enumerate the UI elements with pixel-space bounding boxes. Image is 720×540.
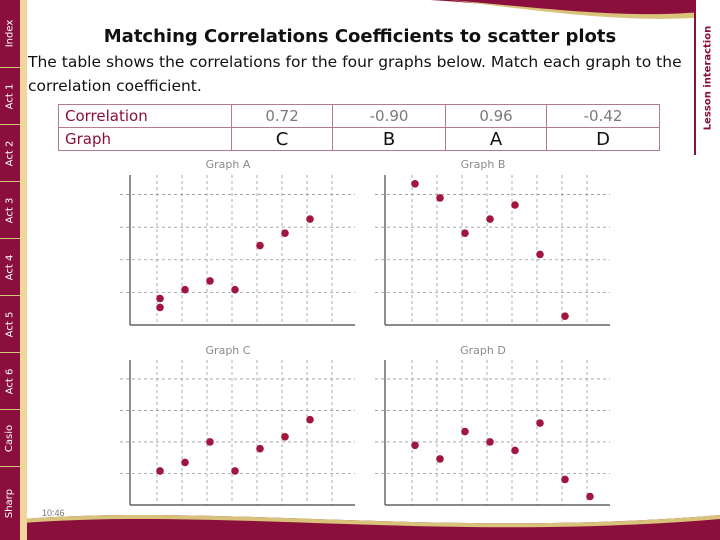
graph-c-point	[156, 467, 164, 475]
graph-b-point	[486, 215, 494, 223]
correlation-value-2: -0.90	[332, 104, 446, 128]
graph-d-plot: Graph D	[375, 344, 610, 506]
nav-tab-index[interactable]: Index	[0, 0, 20, 68]
correlation-value-1: 0.72	[230, 104, 334, 128]
graph-a-point	[306, 215, 314, 223]
graph-a-point	[206, 277, 214, 285]
nav-tab-act-6[interactable]: Act 6	[0, 353, 20, 410]
graph-a-title: Graph A	[206, 158, 251, 171]
nav-tab-act-5[interactable]: Act 5	[0, 296, 20, 353]
correlation-value-4: -0.42	[546, 104, 660, 128]
graph-c-title: Graph C	[206, 344, 251, 357]
graph-d-point	[536, 419, 544, 427]
graph-a-point	[281, 229, 289, 237]
graph-c-point	[181, 458, 189, 467]
graph-answer-1: C	[230, 127, 334, 151]
correlation-value-3: 0.96	[444, 104, 548, 128]
left-navigation: Index Act 1 Act 2 Act 3 Act 4 Act 5 Act …	[0, 0, 20, 540]
top-decoration	[430, 0, 720, 19]
graph-answer-4: D	[546, 127, 660, 151]
correlation-row: Correlation 0.72 -0.90 0.96 -0.42	[58, 104, 660, 128]
graph-row: Graph C B A D	[58, 127, 660, 151]
left-accent-strip	[20, 0, 27, 540]
graph-b-point	[511, 201, 519, 209]
graph-c-point	[231, 467, 239, 475]
graph-a-point	[256, 241, 264, 250]
graph-d-point	[561, 475, 569, 484]
nav-tab-act-4[interactable]: Act 4	[0, 239, 20, 296]
graph-c-point	[281, 433, 289, 441]
graph-c-plot: Graph C	[120, 344, 355, 506]
graph-answer-2: B	[332, 127, 446, 151]
graph-d-title: Graph D	[460, 344, 506, 357]
graph-row-label: Graph	[58, 127, 232, 151]
graph-d-point	[486, 438, 494, 446]
graph-b-plot: Graph B	[375, 158, 610, 326]
bottom-decoration	[0, 514, 720, 540]
graph-b-title: Graph B	[461, 158, 506, 171]
slide-time: 10:46	[42, 508, 65, 518]
graph-a-point	[156, 294, 164, 303]
nav-tab-act-1[interactable]: Act 1	[0, 68, 20, 125]
lesson-interaction-link[interactable]: Lesson interaction	[694, 0, 720, 155]
graph-d-point	[586, 492, 594, 501]
graph-a-point	[181, 285, 189, 294]
graph-b-point	[461, 229, 469, 237]
graph-a-point	[156, 303, 164, 312]
nav-tab-casio[interactable]: Casio	[0, 410, 20, 467]
correlation-table: Correlation 0.72 -0.90 0.96 -0.42 Graph …	[58, 104, 660, 151]
graph-d-point	[461, 427, 469, 436]
graph-d-point	[436, 455, 444, 463]
graph-c-point	[206, 438, 214, 446]
graph-c-point	[256, 444, 264, 453]
graph-a-point	[231, 285, 239, 294]
graph-d-point	[511, 446, 519, 455]
graph-c-point	[306, 415, 314, 424]
graph-answer-3: A	[444, 127, 548, 151]
graph-b-point	[411, 180, 419, 188]
graph-b-point	[561, 312, 569, 321]
graph-d-point	[411, 441, 419, 450]
nav-tab-act-2[interactable]: Act 2	[0, 125, 20, 182]
graph-b-point	[536, 250, 544, 259]
slide-intro: The table shows the correlations for the…	[28, 53, 682, 95]
graph-a-plot: Graph A	[120, 158, 355, 326]
graph-b-point	[436, 194, 444, 202]
slide-title: Matching Correlations Coefficients to sc…	[103, 26, 617, 47]
nav-tab-act-3[interactable]: Act 3	[0, 182, 20, 239]
